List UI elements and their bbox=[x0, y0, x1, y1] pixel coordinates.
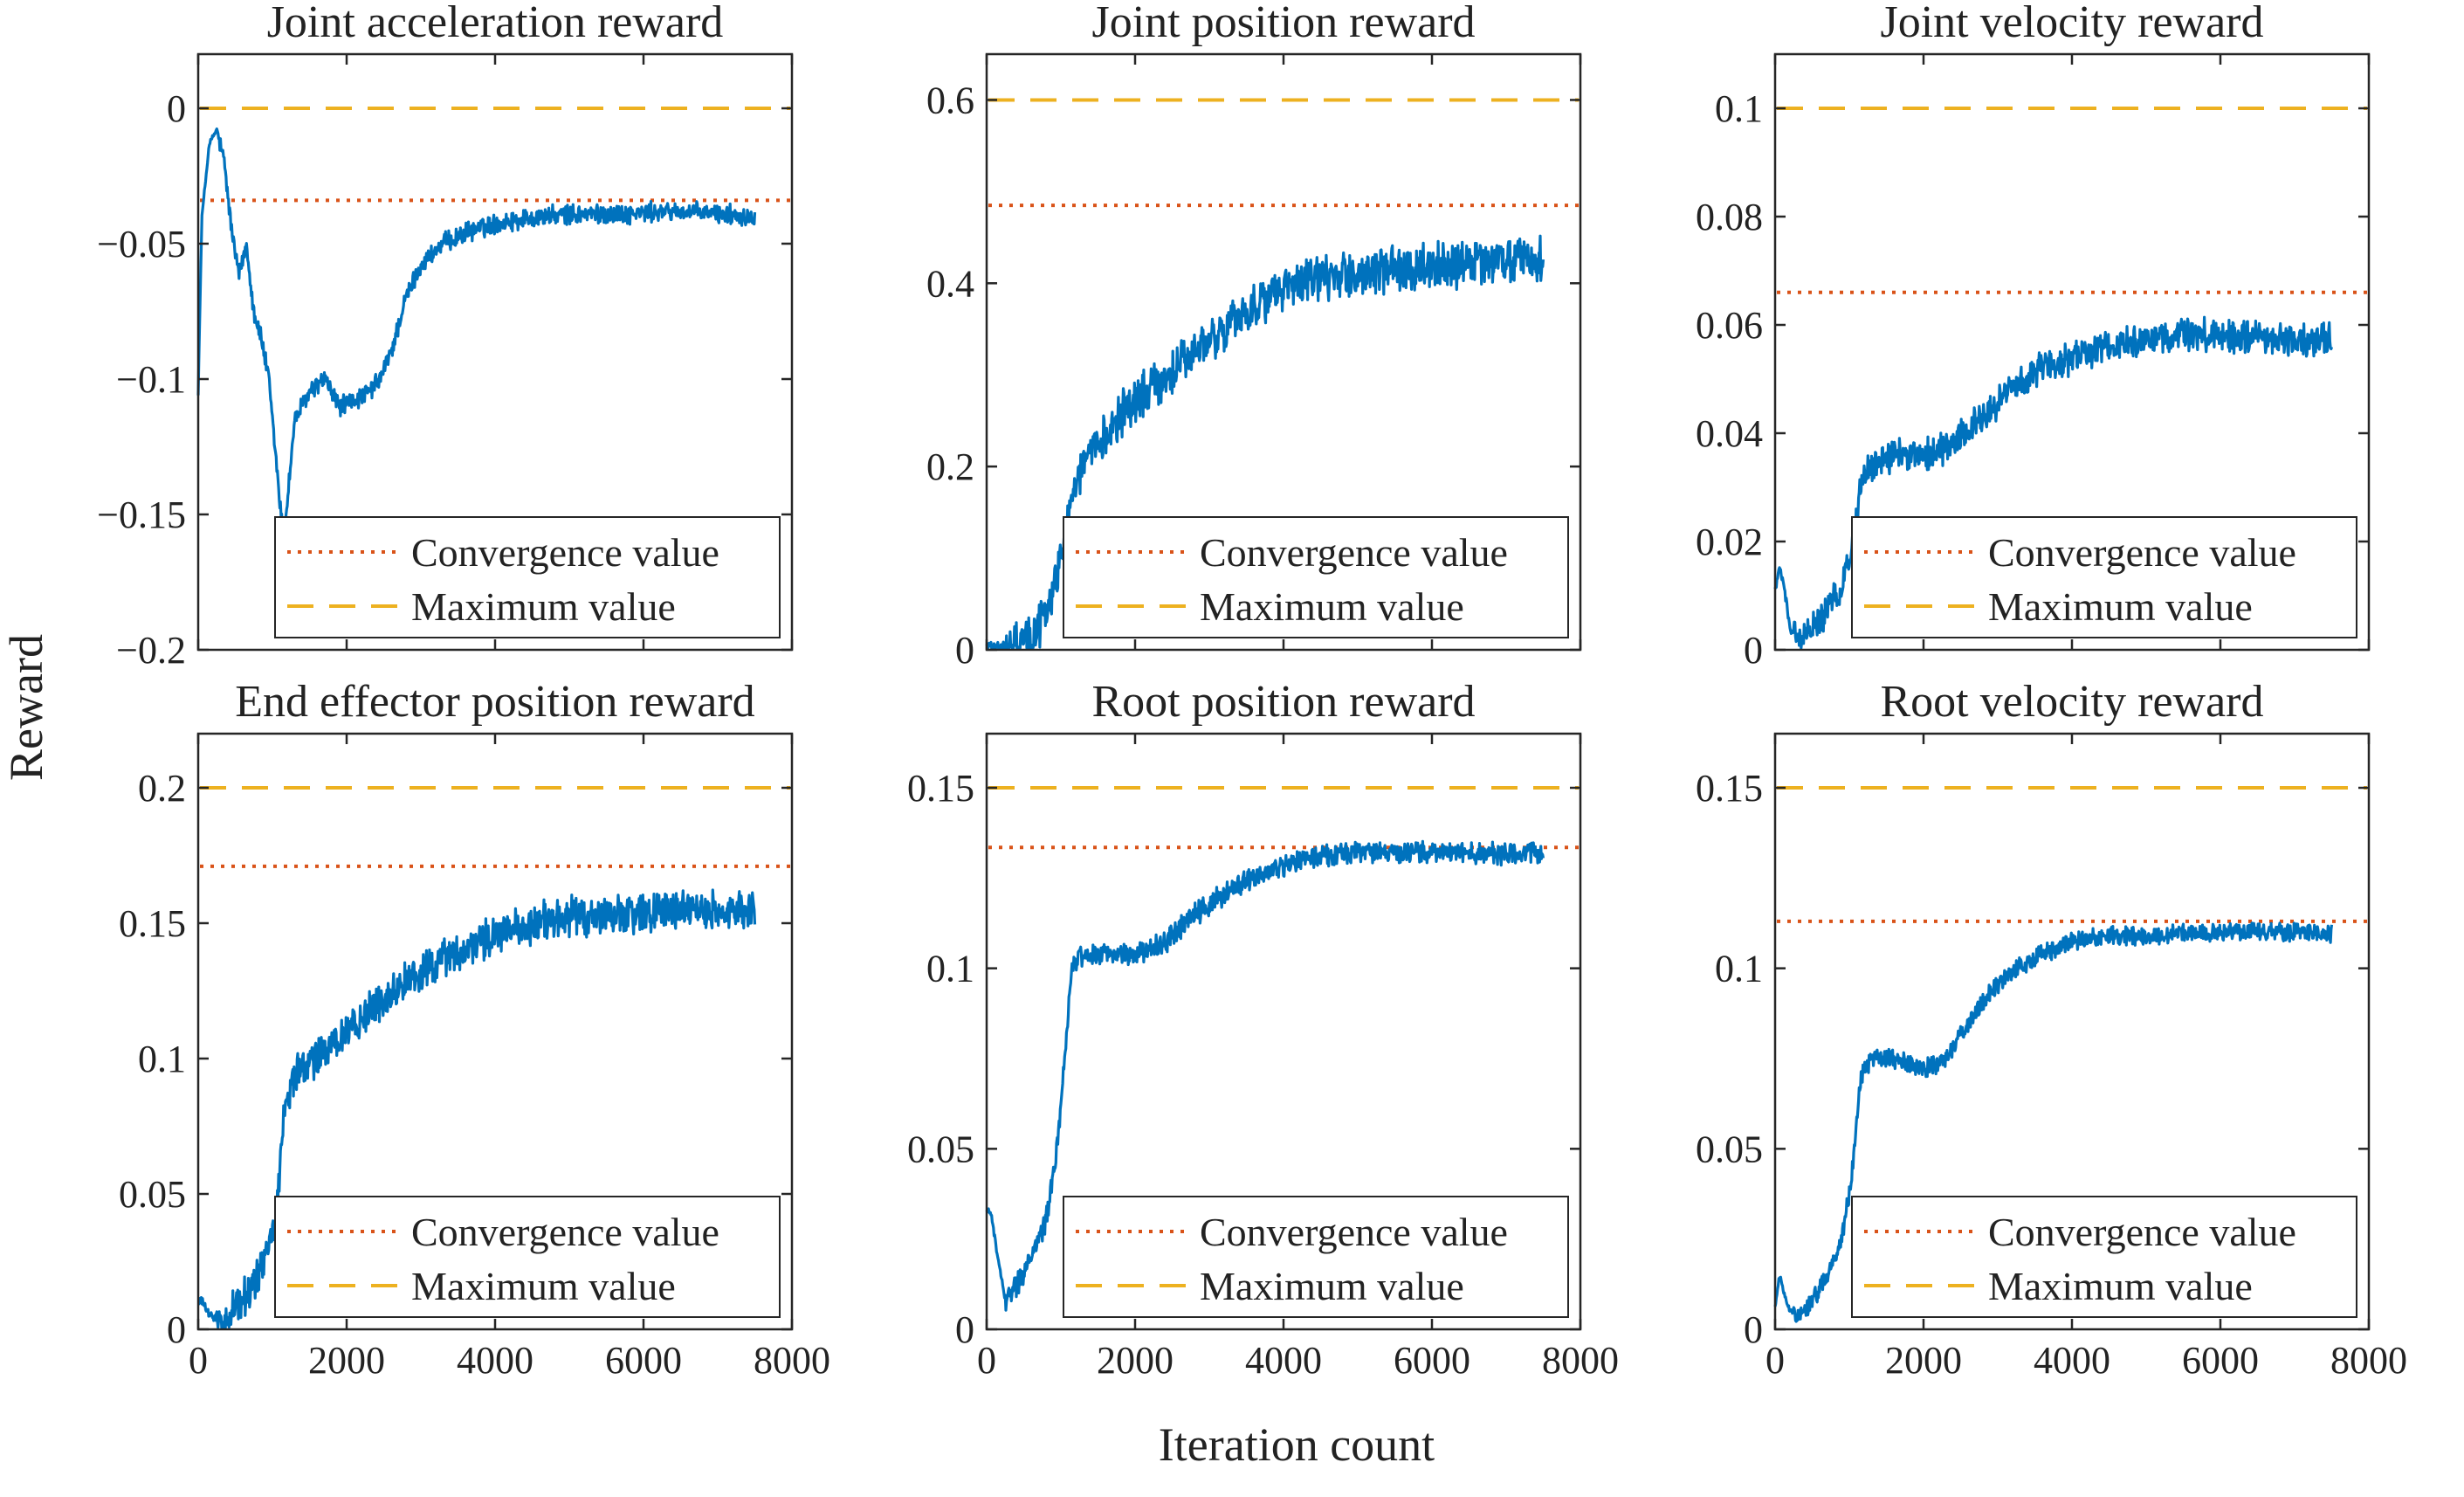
subplot-6: Root velocity reward 0 2000 4000 6000 8000 0 0.… bbox=[1696, 677, 2407, 1382]
legend: Convergence value Maximum value bbox=[1851, 1196, 2357, 1318]
y-tick-label: 0 bbox=[1744, 1308, 1763, 1351]
y-tick-label: 0.08 bbox=[1696, 196, 1763, 238]
subplot-4: End effector position reward 0 2000 4000 600… bbox=[119, 677, 830, 1382]
legend-maximum-label: Maximum value bbox=[1200, 584, 1464, 629]
y-tick-label: 0.1 bbox=[138, 1038, 186, 1080]
x-tick-label: 6000 bbox=[2182, 1339, 2259, 1382]
subplot-title: Root position reward bbox=[1091, 677, 1475, 727]
x-tick-label: 0 bbox=[189, 1339, 208, 1382]
x-tick-label: 2000 bbox=[1885, 1339, 1962, 1382]
legend-box bbox=[1063, 516, 1569, 638]
y-tick-label: 0 bbox=[1744, 629, 1763, 672]
legend: Convergence value Maximum value bbox=[274, 516, 781, 638]
y-tick-label: 0.2 bbox=[138, 767, 186, 810]
subplot-title: Root velocity reward bbox=[1881, 677, 2264, 727]
y-tick-label: −0.2 bbox=[116, 629, 186, 672]
x-tick-label: 4000 bbox=[457, 1339, 533, 1382]
y-tick-label: 0.6 bbox=[926, 79, 974, 121]
y-tick-label: −0.05 bbox=[97, 223, 186, 266]
y-tick-label: 0.15 bbox=[907, 767, 974, 810]
y-tick-label: −0.1 bbox=[116, 358, 186, 401]
x-tick-label: 8000 bbox=[754, 1339, 830, 1382]
legend-maximum-label: Maximum value bbox=[1200, 1264, 1464, 1308]
subplot-2: Joint position reward 0 0.2 0.4 0.6 Convergen… bbox=[926, 0, 1582, 672]
y-tick-label: 0.05 bbox=[1696, 1128, 1763, 1170]
legend: Convergence value Maximum value bbox=[274, 1196, 781, 1318]
reward-curve bbox=[985, 839, 1545, 1312]
reward-curve bbox=[1773, 315, 2334, 650]
y-tick-label: 0 bbox=[167, 1308, 186, 1351]
legend-convergence-label: Convergence value bbox=[1988, 1210, 2296, 1254]
y-tick-label: 0.1 bbox=[926, 948, 974, 990]
reward-curve bbox=[1773, 921, 2334, 1323]
y-tick-label: 0.1 bbox=[1715, 87, 1763, 130]
y-tick-label: 0.15 bbox=[1696, 767, 1763, 810]
x-tick-label: 8000 bbox=[1542, 1339, 1619, 1382]
y-axis-label: Reward bbox=[0, 634, 52, 781]
x-axis-label: Iteration count bbox=[1159, 1418, 1435, 1471]
y-tick-label: 0 bbox=[955, 1308, 974, 1351]
subplot-title: End effector position reward bbox=[235, 677, 754, 727]
subplot-grid: Joint acceleration reward −0.2 −0.15 −0.1 −0… bbox=[97, 0, 2407, 1382]
x-tick-label: 8000 bbox=[2330, 1339, 2407, 1382]
legend: Convergence value Maximum value bbox=[1063, 1196, 1569, 1318]
x-tick-label: 4000 bbox=[1245, 1339, 1322, 1382]
legend-convergence-label: Convergence value bbox=[411, 530, 719, 575]
x-tick-label: 0 bbox=[1765, 1339, 1785, 1382]
subplot-title: Joint position reward bbox=[1091, 0, 1475, 47]
y-tick-label: 0.05 bbox=[907, 1128, 974, 1170]
legend-convergence-label: Convergence value bbox=[1988, 530, 2296, 575]
subplot-title: Joint acceleration reward bbox=[267, 0, 724, 47]
y-tick-label: −0.15 bbox=[97, 493, 186, 536]
y-tick-label: 0.05 bbox=[119, 1173, 186, 1216]
reward-curve bbox=[985, 234, 1545, 650]
legend-maximum-label: Maximum value bbox=[411, 584, 676, 629]
y-tick-label: 0.06 bbox=[1696, 304, 1763, 347]
legend-maximum-label: Maximum value bbox=[1988, 1264, 2253, 1308]
reward-curve bbox=[196, 128, 757, 544]
subplot-1: Joint acceleration reward −0.2 −0.15 −0.1 −0… bbox=[97, 0, 794, 672]
x-tick-label: 2000 bbox=[1097, 1339, 1173, 1382]
subplot-title: Joint velocity reward bbox=[1881, 0, 2264, 47]
y-tick-label: 0.02 bbox=[1696, 521, 1763, 563]
legend-box bbox=[1851, 516, 2357, 638]
y-tick-label: 0 bbox=[167, 87, 186, 130]
legend: Convergence value Maximum value bbox=[1063, 516, 1569, 638]
legend-box bbox=[274, 516, 781, 638]
legend-maximum-label: Maximum value bbox=[411, 1264, 676, 1308]
x-tick-label: 2000 bbox=[308, 1339, 385, 1382]
y-tick-label: 0.4 bbox=[926, 262, 974, 305]
legend-box bbox=[274, 1196, 781, 1318]
legend-box bbox=[1063, 1196, 1569, 1318]
legend-convergence-label: Convergence value bbox=[411, 1210, 719, 1254]
subplot-3: Joint velocity reward 0 0.02 0.04 0.06 0.08 0.… bbox=[1696, 0, 2371, 672]
y-tick-label: 0 bbox=[955, 629, 974, 672]
legend-box bbox=[1851, 1196, 2357, 1318]
x-tick-label: 4000 bbox=[2034, 1339, 2110, 1382]
legend-convergence-label: Convergence value bbox=[1200, 1210, 1508, 1254]
x-tick-label: 0 bbox=[977, 1339, 996, 1382]
reward-curve bbox=[197, 888, 757, 1329]
y-tick-label: 0.15 bbox=[119, 902, 186, 945]
legend: Convergence value Maximum value bbox=[1851, 516, 2357, 638]
y-tick-label: 0.2 bbox=[926, 445, 974, 488]
x-tick-label: 6000 bbox=[1394, 1339, 1470, 1382]
x-tick-label: 6000 bbox=[605, 1339, 682, 1382]
y-tick-label: 0.04 bbox=[1696, 412, 1763, 455]
subplot-5: Root position reward 0 2000 4000 6000 8000 0 0.… bbox=[907, 677, 1619, 1382]
legend-maximum-label: Maximum value bbox=[1988, 584, 2253, 629]
y-tick-label: 0.1 bbox=[1715, 948, 1763, 990]
legend-convergence-label: Convergence value bbox=[1200, 530, 1508, 575]
